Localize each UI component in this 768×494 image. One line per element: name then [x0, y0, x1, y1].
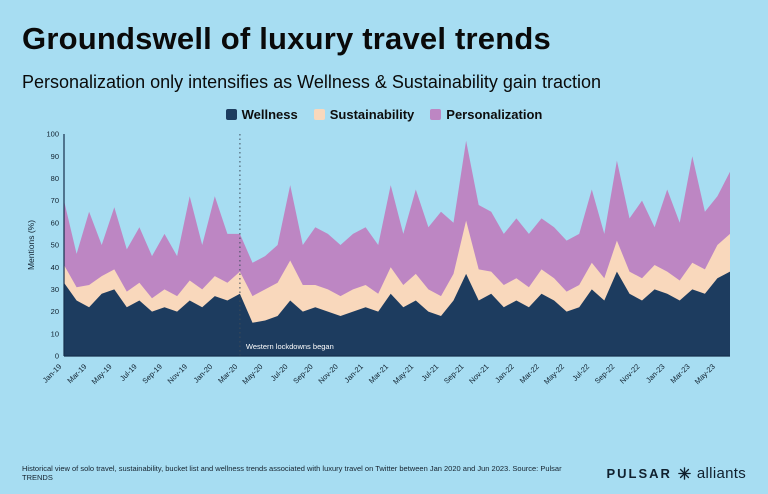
chart-text: May-20: [240, 362, 264, 386]
personalization-legend-label: Personalization: [446, 107, 543, 123]
chart-text: 90: [51, 152, 59, 161]
chart-text: Mar-22: [518, 362, 541, 385]
source-note: Historical view of solo travel, sustaina…: [22, 464, 562, 482]
chart-legend: Wellness Sustainability Personalization: [22, 107, 746, 122]
chart-text: Jan-20: [192, 362, 215, 385]
chart-text: Jul-21: [420, 362, 441, 383]
chart-text: Jul-20: [269, 362, 290, 383]
legend-item-wellness: Wellness: [225, 107, 298, 123]
trend-chart: Western lockdowns began 0 10 20 30 40 50 60 70 80…: [22, 126, 746, 423]
chart-text: Mentions (%): [26, 220, 36, 270]
wellness-legend-label: Wellness: [241, 107, 298, 123]
chart-text: 100: [46, 130, 59, 139]
sustainability-legend-label: Sustainability: [329, 107, 415, 123]
chart-text: Jan-19: [41, 362, 64, 385]
page-title: Groundswell of luxury travel trends: [22, 21, 551, 56]
chart-text: 20: [51, 307, 59, 316]
chart-text: May-21: [391, 362, 415, 386]
footer: Historical view of solo travel, sustaina…: [22, 464, 746, 482]
pulsar-wordmark: PULSAR: [606, 465, 672, 481]
chart-text: Nov-20: [316, 362, 339, 385]
chart-text: Mar-19: [65, 362, 88, 385]
chart-text: Nov-22: [618, 362, 641, 385]
chart-text: May-22: [542, 362, 566, 386]
wellness-swatch: [225, 109, 237, 121]
chart-text: Sep-19: [140, 362, 163, 385]
chart-text: 60: [51, 218, 59, 227]
chart-text: Jul-19: [118, 362, 139, 383]
chart-text: Mar-20: [216, 362, 239, 385]
chart-text: 0: [55, 352, 59, 361]
legend-item-sustainability: Sustainability: [313, 107, 415, 123]
chart-text: May-19: [90, 362, 114, 386]
legend-item-personalization: Personalization: [430, 107, 542, 122]
chart-text: Sep-21: [442, 362, 465, 385]
chart-text: Jan-22: [493, 362, 516, 385]
area-wellness: [64, 271, 730, 357]
chart-text: 80: [51, 174, 59, 183]
chart-text: Western lockdowns began: [246, 342, 334, 351]
personalization-swatch: [430, 109, 442, 121]
chart-text: Jul-22: [570, 362, 591, 383]
chart-text: Nov-21: [467, 362, 490, 385]
chart-text: May-23: [693, 362, 717, 386]
pulsar-star-icon: [678, 466, 691, 480]
chart-text: Mar-23: [669, 362, 692, 385]
brand-logos: PULSAR alliants: [606, 465, 746, 482]
chart-text: 40: [51, 263, 59, 272]
chart-text: 70: [51, 196, 59, 205]
chart-text: 30: [51, 285, 59, 294]
chart-text: Sep-22: [593, 362, 616, 385]
alliants-wordmark: alliants: [696, 464, 746, 482]
chart-text: Jan-21: [342, 362, 365, 385]
page-subtitle: Personalization only intensifies as Well…: [22, 72, 601, 93]
chart-text: 10: [51, 329, 59, 338]
chart-text: Jan-23: [644, 362, 667, 385]
trend-chart-svg: Western lockdowns began 0 10 20 30 40 50 60 70 80…: [26, 130, 730, 386]
chart-text: Sep-20: [291, 362, 314, 385]
chart-text: 50: [51, 241, 59, 250]
chart-text: Mar-21: [367, 362, 390, 385]
sustainability-swatch: [313, 109, 325, 121]
chart-text: Nov-19: [166, 362, 189, 385]
